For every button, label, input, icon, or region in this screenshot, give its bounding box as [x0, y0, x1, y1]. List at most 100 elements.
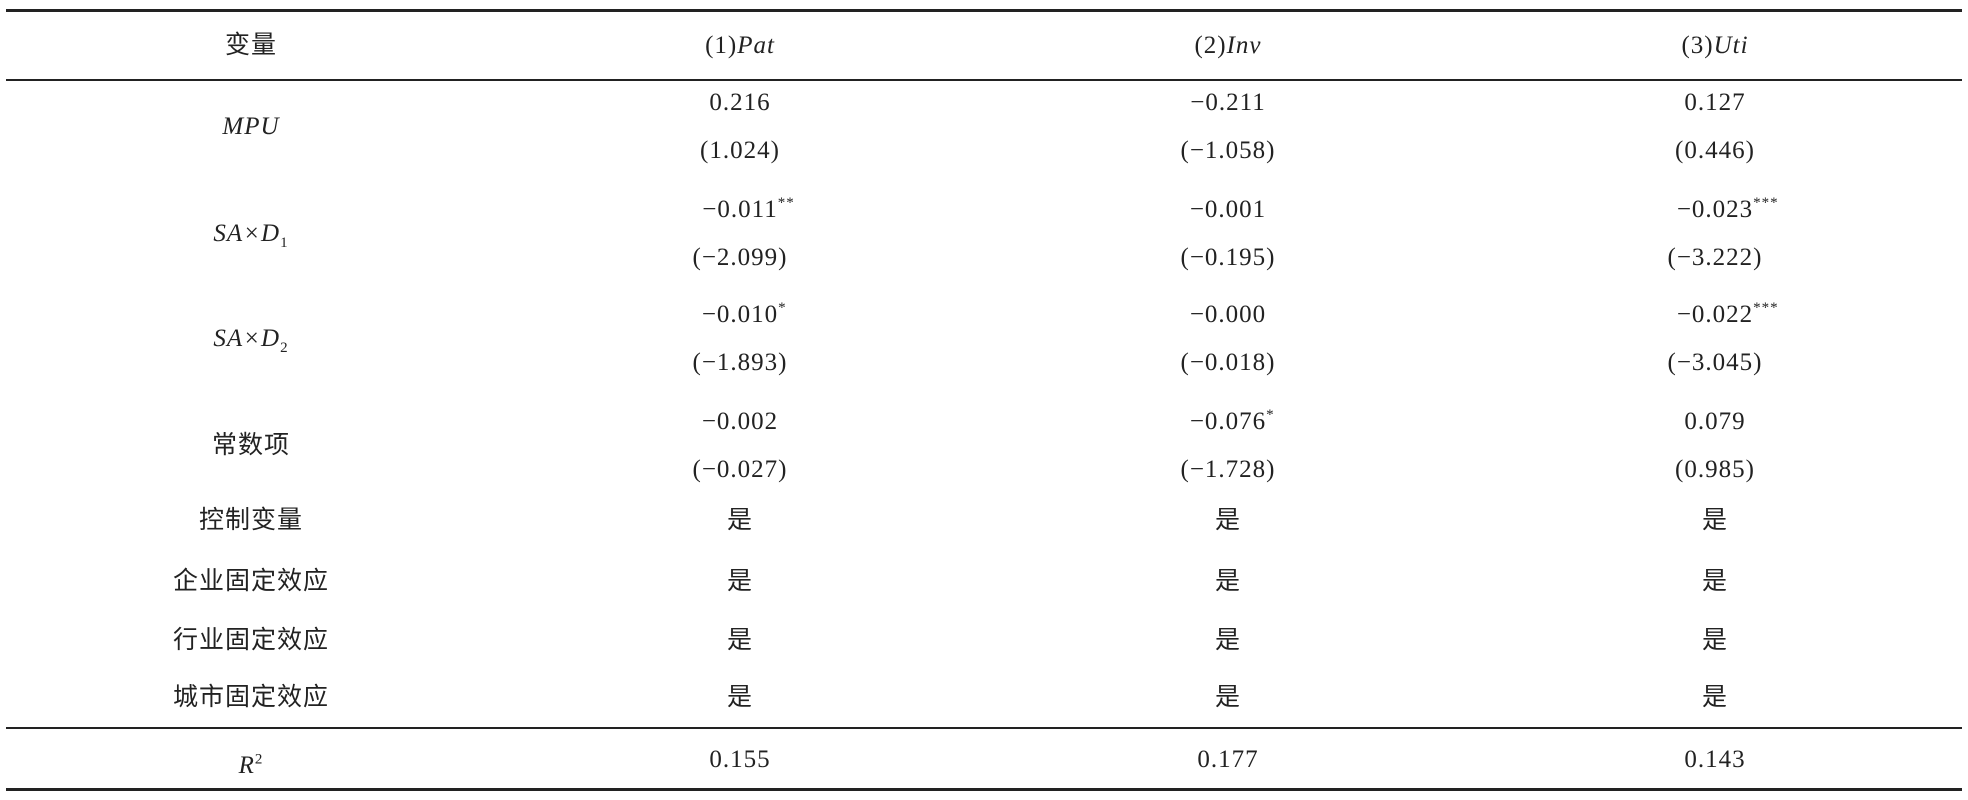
label-text: R	[238, 752, 255, 780]
yes-cell: 是	[1028, 683, 1428, 713]
coef-cell: −0.022 ***	[1515, 300, 1915, 330]
header-variable: 变量	[224, 32, 277, 59]
yes-mark: 是	[726, 684, 753, 711]
yes-cell: 是	[1028, 567, 1428, 597]
yes-cell: 是	[1515, 626, 1915, 656]
top-rule	[6, 9, 1962, 12]
yes-mark: 是	[1701, 627, 1728, 654]
t-cell: (−0.018)	[1028, 348, 1428, 378]
column-number: (1)	[705, 32, 738, 59]
yes-mark: 是	[726, 627, 753, 654]
yes-mark: 是	[1214, 627, 1241, 654]
label-subscript: 2	[280, 340, 289, 356]
t-statistic: (−2.099)	[692, 244, 788, 271]
t-cell: (1.024)	[540, 136, 940, 166]
math-label: R2	[239, 752, 264, 779]
t-statistic: (1.024)	[700, 137, 780, 164]
coefficient: −0.000	[1189, 301, 1267, 328]
label-cell: 控制变量	[51, 506, 451, 536]
t-statistic: (−1.058)	[1180, 137, 1276, 164]
r2-cell: 0.155	[540, 745, 940, 775]
label-cell: 企业固定效应	[51, 567, 451, 597]
yes-cell: 是	[1028, 506, 1428, 536]
coef-cell: −0.023 ***	[1515, 195, 1915, 225]
t-statistic: (−3.045)	[1667, 349, 1763, 376]
label-text: SA×D	[213, 325, 281, 352]
t-cell: (−1.058)	[1028, 136, 1428, 166]
coef-cell: −0.011 **	[540, 195, 940, 225]
row-label: R2	[51, 745, 451, 781]
coef-cell: −0.000	[1028, 300, 1428, 330]
label-cell: 城市固定效应	[51, 683, 451, 713]
column-number: (3)	[1681, 32, 1714, 59]
significance-stars: **	[777, 195, 795, 211]
coefficient: −0.023 ***	[1677, 195, 1778, 223]
coef-cell: −0.211	[1028, 88, 1428, 118]
column-name: Uti	[1713, 32, 1749, 59]
header-cell: (1)Pat	[540, 31, 940, 61]
t-cell: (0.985)	[1515, 455, 1915, 485]
label-subscript: 1	[280, 235, 289, 251]
coef-cell: 0.216	[540, 88, 940, 118]
coef-cell: −0.010 *	[540, 300, 940, 330]
yes-cell: 是	[540, 506, 940, 536]
t-cell: (−2.099)	[540, 243, 940, 273]
yes-mark: 是	[1214, 684, 1241, 711]
t-statistic: (−1.893)	[692, 349, 788, 376]
yes-cell: 是	[540, 626, 940, 656]
math-label: SA×D1	[213, 220, 288, 251]
r-squared: 0.177	[1197, 746, 1259, 773]
header-cell: (2)Inv	[1028, 31, 1428, 61]
yes-cell: 是	[540, 567, 940, 597]
row-label: SA×D1	[51, 219, 451, 258]
coefficient: −0.211	[1190, 89, 1266, 116]
row-label: 控制变量	[198, 507, 303, 534]
t-statistic: (−0.027)	[692, 456, 788, 483]
t-cell: (−3.222)	[1515, 243, 1915, 273]
yes-mark: 是	[1214, 568, 1241, 595]
row-label: 行业固定效应	[172, 627, 329, 654]
t-cell: (−0.195)	[1028, 243, 1428, 273]
row-label: MPU	[51, 112, 451, 142]
coefficient: −0.022 ***	[1677, 300, 1778, 328]
coefficient: −0.001	[1189, 196, 1267, 223]
yes-cell: 是	[1515, 506, 1915, 536]
r2-cell: 0.177	[1028, 745, 1428, 775]
mid-rule	[6, 727, 1962, 729]
yes-mark: 是	[1701, 684, 1728, 711]
t-statistic: (−3.222)	[1667, 244, 1763, 271]
t-statistic: (0.446)	[1675, 137, 1755, 164]
column-name: Pat	[737, 32, 775, 59]
t-cell: (−1.893)	[540, 348, 940, 378]
header-cell: 变量	[51, 31, 451, 61]
coefficient: −0.076 *	[1190, 407, 1274, 435]
yes-mark: 是	[1701, 507, 1728, 534]
coefficient: 0.127	[1684, 89, 1746, 116]
row-label: 常数项	[51, 431, 451, 461]
yes-cell: 是	[1515, 683, 1915, 713]
coefficient: −0.011 **	[702, 195, 793, 223]
t-statistic: (0.985)	[1675, 456, 1755, 483]
t-cell: (0.446)	[1515, 136, 1915, 166]
t-cell: (−1.728)	[1028, 455, 1428, 485]
label-text: 常数项	[211, 432, 290, 459]
significance-stars: ***	[1753, 195, 1779, 211]
coef-cell: −0.002	[540, 407, 940, 437]
t-cell: (−0.027)	[540, 455, 940, 485]
t-statistic: (−1.728)	[1180, 456, 1276, 483]
coef-cell: −0.001	[1028, 195, 1428, 225]
yes-mark: 是	[1214, 507, 1241, 534]
yes-cell: 是	[540, 683, 940, 713]
t-statistic: (−0.195)	[1180, 244, 1276, 271]
significance-stars: ***	[1753, 300, 1779, 316]
row-label: SA×D2	[51, 324, 451, 363]
header-cell: (3)Uti	[1515, 31, 1915, 61]
t-statistic: (−0.018)	[1180, 349, 1276, 376]
math-label: MPU	[222, 113, 279, 140]
bottom-rule	[6, 788, 1962, 791]
t-cell: (−3.045)	[1515, 348, 1915, 378]
r-squared: 0.143	[1684, 746, 1746, 773]
yes-mark: 是	[726, 568, 753, 595]
label-text: MPU	[222, 113, 280, 140]
coefficient: 0.079	[1684, 408, 1746, 435]
